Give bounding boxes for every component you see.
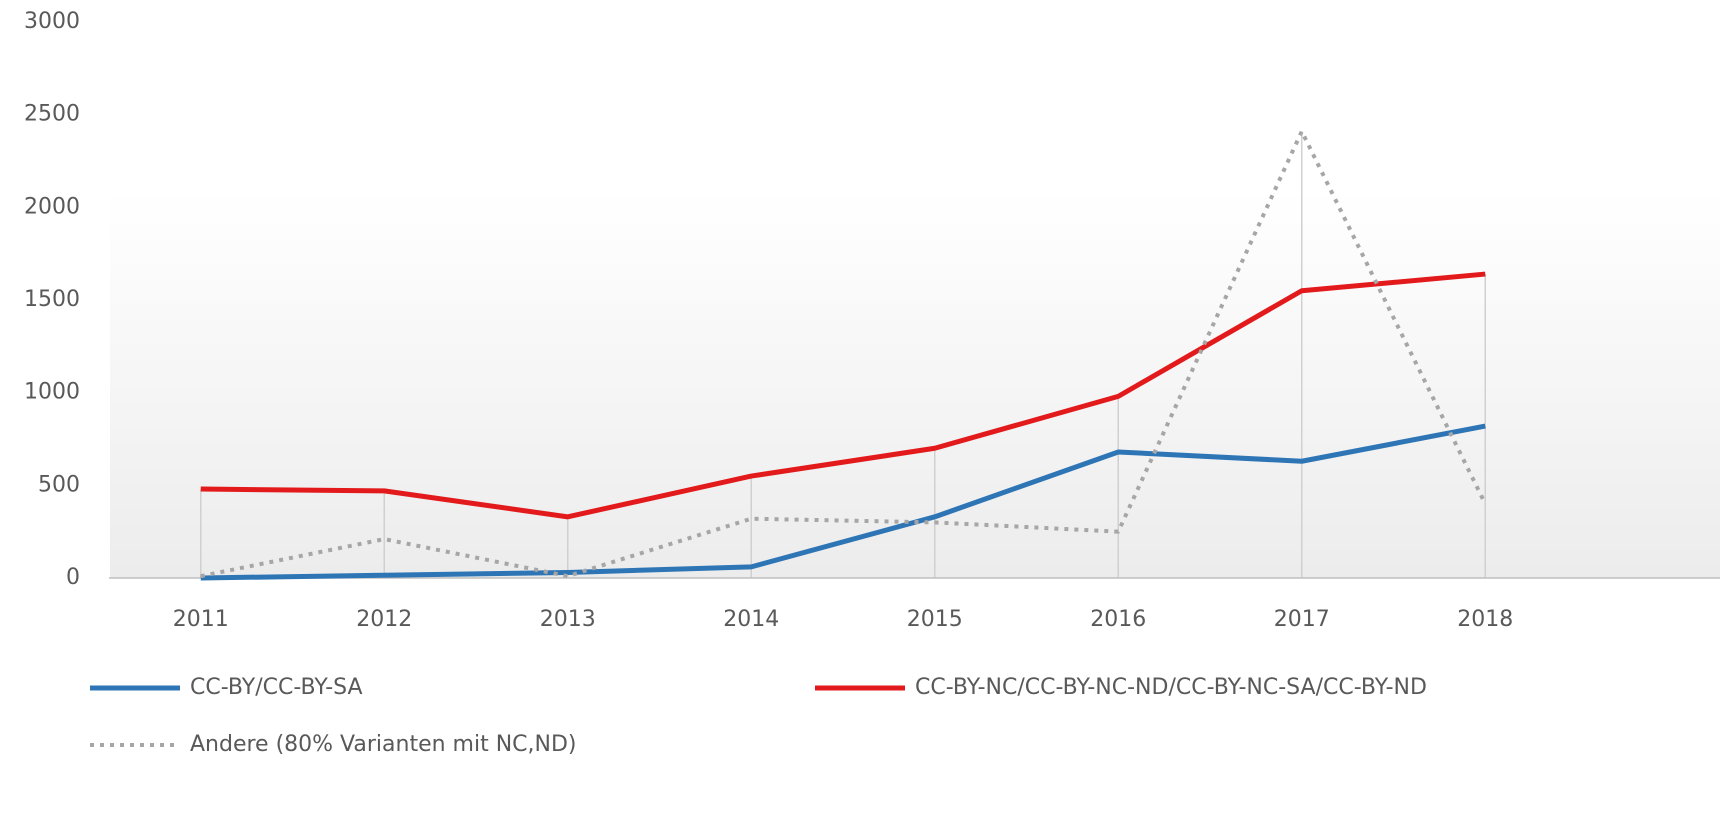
series-line — [200, 271, 1486, 520]
y-tick-label: 1500 — [24, 287, 80, 312]
y-tick-label: 2500 — [24, 102, 80, 127]
y-tick-label: 3000 — [24, 9, 80, 34]
x-tick-label: 2012 — [356, 607, 412, 632]
series-line — [200, 423, 1486, 581]
x-tick-label: 2011 — [173, 607, 229, 632]
x-tick-label: 2017 — [1274, 607, 1330, 632]
legend-label: Andere (80% Varianten mit NC,ND) — [190, 732, 577, 757]
legend-label: CC-BY/CC-BY-SA — [190, 675, 363, 700]
x-tick-label: 2016 — [1090, 607, 1146, 632]
y-tick-label: 500 — [38, 472, 80, 497]
x-tick-label: 2013 — [540, 607, 596, 632]
x-tick-label: 2015 — [907, 607, 963, 632]
plot-background — [110, 190, 1720, 578]
y-tick-label: 2000 — [24, 194, 80, 219]
x-tick-label: 2014 — [723, 607, 779, 632]
series-line — [200, 129, 1488, 579]
x-tick-label: 2018 — [1457, 607, 1513, 632]
y-tick-label: 1000 — [24, 380, 80, 405]
legend-label: CC-BY-NC/CC-BY-NC-ND/CC-BY-NC-SA/CC-BY-N… — [915, 675, 1427, 700]
y-tick-label: 0 — [66, 565, 80, 590]
